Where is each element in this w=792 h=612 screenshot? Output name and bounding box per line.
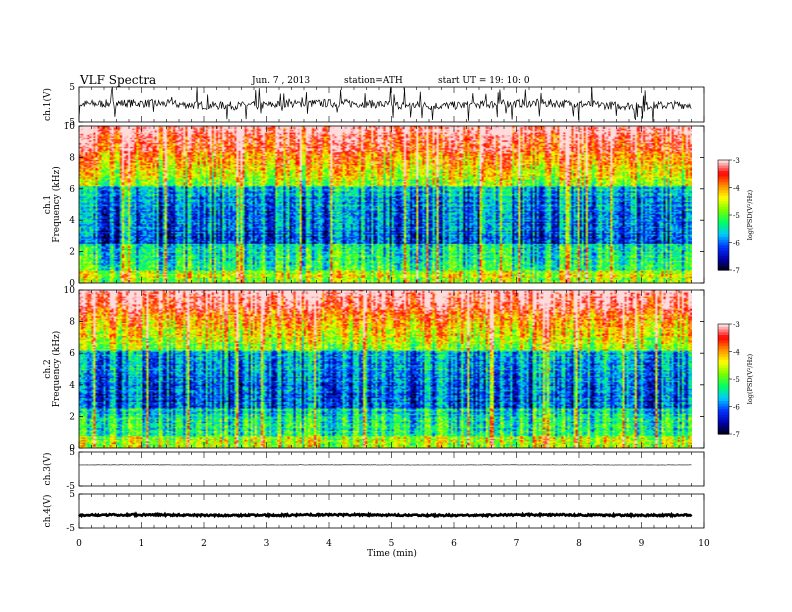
time-axis: Time (min) 0 1 2 3 4 5 6 7 8 9 10: [76, 539, 710, 559]
ch3-waveform-y-axis: 5 -5: [66, 448, 83, 492]
ch1-spectrogram-channel-label: ch.1: [43, 195, 53, 214]
x-tick-label: 4: [326, 539, 332, 549]
ch1-spectrogram-colorbar-tick-label: -6: [733, 240, 740, 248]
ch1-waveform-trace: [78, 86, 692, 122]
ch1-spectrogram-colorbar-tick-label: -4: [733, 185, 740, 193]
ch4-waveform-y-axis-label: ch.4(V): [42, 495, 53, 528]
ch3-waveform-y-tick-label: -5: [66, 482, 75, 492]
ch1-spectrogram-y-tick-label: 6: [69, 185, 75, 195]
ch1-spectrogram-y-tick-label: 8: [69, 153, 75, 163]
ch1-spectrogram-colorbar-tick-label: -5: [733, 212, 740, 220]
ch1-spectrogram-colorbar-label: log(PSD(V²/Hz): [746, 189, 754, 240]
ch1-spectrogram-colorbar-tick-label: -7: [733, 267, 740, 275]
ch4-waveform-y-axis: 5 -5: [66, 490, 83, 534]
x-tick-label: 5: [389, 539, 395, 549]
ch3-waveform-panel: 5 -5 ch.3(V): [42, 448, 705, 492]
header-date: Jun. 7 , 2013: [251, 76, 310, 86]
ch1-spectrogram-panel: 0 2 4 6 8 10 ch.1 Frequency (kHz) -3 -4 -5 -6 -7 log(…: [43, 122, 754, 289]
ch2-spectrogram-colorbar-tick-label: -4: [733, 349, 740, 357]
ch4-waveform-trace: [77, 511, 693, 519]
ch2-spectrogram-colorbar-tick-label: -3: [733, 321, 740, 329]
ch2-spectrogram-y-tick-label: 6: [69, 349, 75, 359]
ch1-spectrogram-image: [79, 126, 692, 283]
ch2-spectrogram-colorbar-tick-label: -5: [733, 376, 740, 384]
figure-title: VLF Spectra: [79, 73, 156, 87]
ch2-spectrogram-colorbar-tick-label: -7: [733, 431, 740, 439]
ch1-spectrogram-y-tick-label: 4: [69, 216, 75, 226]
x-tick-label: 8: [576, 539, 582, 549]
ch1-waveform-y-axis-label: ch.1(V): [42, 88, 53, 121]
ch4-waveform-y-tick-label: -5: [66, 524, 75, 534]
ch1-spectrogram-y-tick-label: 10: [64, 122, 76, 132]
ch2-spectrogram-panel: 0 2 4 6 8 10 ch.2 Frequency (kHz) -3 -4 -5 -6 -7 log(…: [43, 286, 754, 454]
ch2-spectrogram-colorbar: -3 -4 -5 -6 -7 log(PSD(V²/Hz): [717, 321, 754, 439]
x-tick-label: 2: [201, 539, 207, 549]
x-tick-label: 3: [264, 539, 270, 549]
x-tick-label: 6: [451, 539, 457, 549]
ch1-spectrogram-colorbar-tick-label: -3: [733, 157, 740, 165]
ch1-spectrogram-colorbar: -3 -4 -5 -6 -7 log(PSD(V²/Hz): [717, 157, 754, 275]
x-tick-label: 10: [698, 539, 710, 549]
ch2-spectrogram-colorbar-label: log(PSD(V²/Hz): [746, 353, 754, 404]
ch2-spectrogram-y-tick-label: 4: [69, 381, 75, 391]
ch2-spectrogram-y-tick-label: 2: [69, 412, 75, 422]
header-station: station=ATH: [344, 76, 403, 86]
ch1-waveform-y-tick-label: 5: [69, 83, 75, 93]
ch2-spectrogram-y-tick-label: 0: [69, 444, 75, 454]
ch2-spectrogram-image: [79, 290, 692, 448]
header-start-time: start UT = 19: 10: 0: [438, 76, 530, 86]
ch1-spectrogram-y-axis-label: Frequency (kHz): [51, 166, 62, 243]
ch3-waveform-y-axis-label: ch.3(V): [42, 453, 53, 486]
ch2-spectrogram-y-tick-label: 8: [69, 318, 75, 328]
ch4-waveform-y-tick-label: 5: [69, 490, 75, 500]
x-axis-label: Time (min): [367, 548, 417, 559]
ch3-waveform-y-tick-label: 5: [69, 448, 75, 458]
x-tick-label: 0: [76, 539, 82, 549]
x-tick-label: 7: [514, 539, 520, 549]
ch2-spectrogram-colorbar-tick-label: -6: [733, 404, 740, 412]
ch1-waveform-panel: 5 -5 ch.1(V): [42, 83, 705, 128]
x-tick-label: 1: [139, 539, 145, 549]
x-tick-label: 9: [639, 539, 645, 549]
ch2-spectrogram-channel-label: ch.2: [43, 359, 53, 378]
ch1-waveform-y-tick-label: -5: [66, 118, 75, 128]
ch1-spectrogram-y-tick-label: 2: [69, 248, 75, 258]
ch2-spectrogram-y-tick-label: 10: [64, 286, 76, 296]
ch4-waveform-panel: 5 -5 ch.4(V): [42, 490, 705, 534]
ch1-spectrogram-y-tick-label: 0: [69, 279, 75, 289]
ch2-spectrogram-y-axis-label: Frequency (kHz): [51, 331, 62, 408]
